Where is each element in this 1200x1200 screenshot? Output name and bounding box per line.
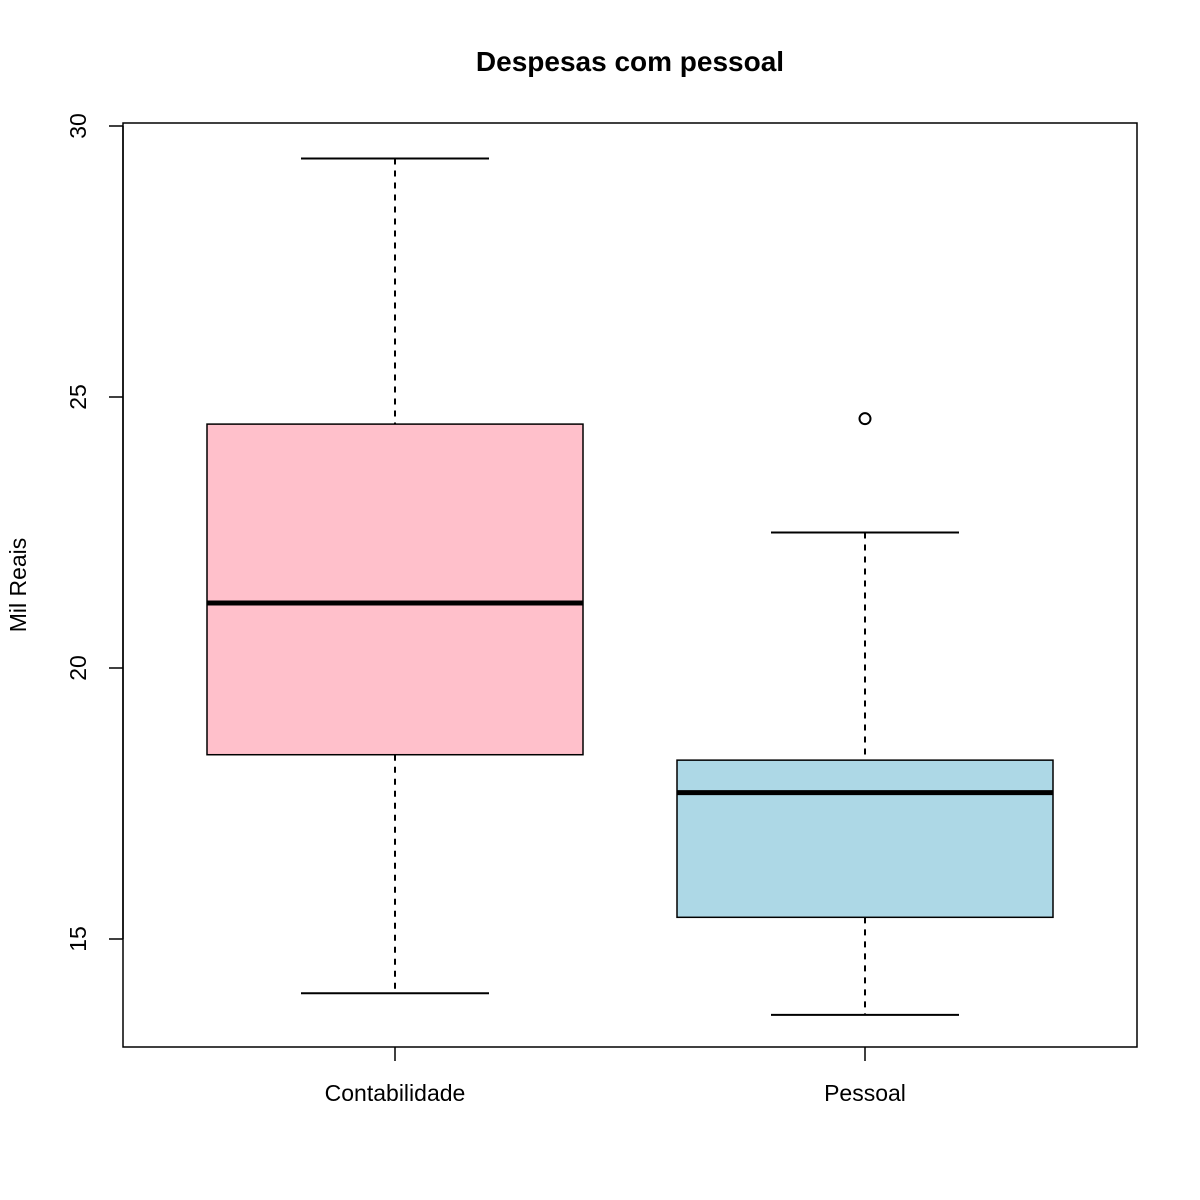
box-group-contabilidade — [206, 157, 584, 995]
y-tick-label: 30 — [65, 113, 91, 139]
boxes — [206, 157, 1054, 1016]
y-axis: 15 20 25 30 — [65, 113, 124, 952]
box-group-pessoal — [676, 412, 1054, 1016]
y-axis-title: Mil Reais — [5, 538, 31, 633]
x-tick-label: Pessoal — [824, 1080, 906, 1106]
y-tick-label: 20 — [65, 655, 91, 681]
outlier-point — [858, 412, 872, 426]
box — [676, 759, 1054, 919]
x-axis: Contabilidade Pessoal — [325, 1047, 906, 1106]
y-tick-label: 25 — [65, 384, 91, 410]
y-tick-label: 15 — [65, 926, 91, 952]
chart-title: Despesas com pessoal — [476, 46, 784, 77]
x-tick-label: Contabilidade — [325, 1080, 466, 1106]
box — [206, 423, 584, 756]
